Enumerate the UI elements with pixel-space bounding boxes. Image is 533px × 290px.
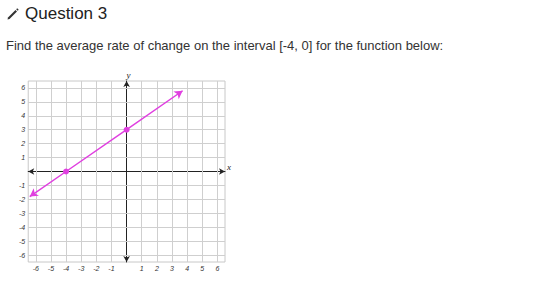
svg-text:-2: -2 xyxy=(93,265,99,272)
svg-text:-4: -4 xyxy=(19,224,25,231)
svg-text:6: 6 xyxy=(21,84,25,91)
svg-text:x: x xyxy=(226,162,231,172)
svg-text:-5: -5 xyxy=(19,238,25,245)
svg-text:2: 2 xyxy=(154,265,159,272)
svg-text:4: 4 xyxy=(21,112,25,119)
svg-text:-6: -6 xyxy=(19,252,25,259)
svg-text:3: 3 xyxy=(21,126,25,133)
html-text:Question 3: Question 3 xyxy=(25,4,108,23)
svg-text:-5: -5 xyxy=(48,265,54,272)
svg-text:5: 5 xyxy=(200,265,204,272)
svg-text:-3: -3 xyxy=(78,265,84,272)
html-text:Find the average rate of chang: Find the average rate of change on the i… xyxy=(6,38,444,53)
svg-text:4: 4 xyxy=(185,265,189,272)
svg-text:1: 1 xyxy=(140,265,144,272)
svg-text:-3: -3 xyxy=(19,210,25,217)
svg-text:-6: -6 xyxy=(33,265,39,272)
svg-text:6: 6 xyxy=(215,265,219,272)
svg-text:-1: -1 xyxy=(108,265,114,272)
svg-text:-4: -4 xyxy=(63,265,69,272)
svg-text:-1: -1 xyxy=(19,182,25,189)
svg-text:2: 2 xyxy=(20,140,25,147)
svg-text:5: 5 xyxy=(21,98,25,105)
svg-text:-2: -2 xyxy=(19,196,25,203)
svg-text:3: 3 xyxy=(170,265,174,272)
svg-text:y: y xyxy=(126,70,131,80)
svg-text:1: 1 xyxy=(21,154,25,161)
